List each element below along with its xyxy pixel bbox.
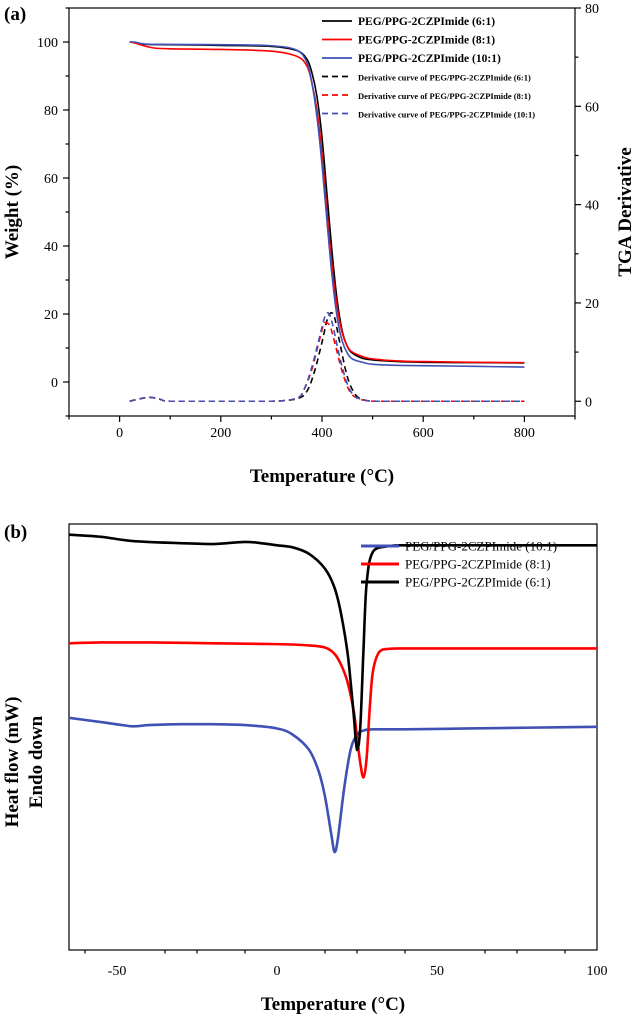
tga-y2-tick-label: 0: [585, 395, 592, 410]
tga-x-tick-label: 800: [514, 426, 535, 441]
dsc-legend-label-2: PEG/PPG-2CZPImide (8:1): [405, 557, 551, 572]
tga-y2-axis-title: TGA Derivative: [615, 147, 633, 276]
tga-legend-label-6: Derivative curve of PEG/PPG-2CZPImide (1…: [358, 110, 535, 120]
tga-x-tick-label: 400: [312, 426, 333, 441]
tga-legend-label-3: PEG/PPG-2CZPImide (10:1): [358, 53, 501, 65]
dsc-y-axis-title-line2: Endo down: [26, 715, 47, 808]
tga-series-line-3: [129, 41, 525, 368]
tga-y-axis-title: Weight (%): [2, 165, 23, 259]
tga-x-tick-label: 200: [210, 426, 231, 441]
tga-series-line-4: [129, 311, 525, 403]
dsc-legend: PEG/PPG-2CZPImide (10:1) PEG/PPG-2CZPImid…: [361, 539, 557, 590]
dsc-chart: -50 0 50 100 Temperature (°C) Heat flow (mW…: [2, 523, 608, 1015]
tga-x-tick-label: 0: [116, 426, 123, 441]
tga-y2-tick-label: 20: [585, 297, 599, 312]
tga-plot-frame: [68, 7, 576, 417]
panel-a-label: (a): [4, 4, 26, 25]
tga-y-tick-label: 40: [44, 240, 58, 255]
tga-y-tick-label: 20: [44, 308, 58, 323]
tga-y-tick-label: 60: [44, 172, 58, 187]
dsc-x-tick-label: 50: [430, 964, 444, 979]
tga-y2-tick-label: 60: [585, 100, 599, 115]
tga-x-axis-title: Temperature (°C): [250, 466, 394, 487]
tga-legend-label-2: PEG/PPG-2CZPImide (8:1): [358, 35, 495, 47]
dsc-plot-frame: [68, 523, 598, 951]
tga-series-line-2: [129, 41, 525, 364]
dsc-series-line-2: [68, 641, 597, 779]
dsc-x-axis-title: Temperature (°C): [261, 994, 405, 1015]
tga-y2-tick-label: 80: [585, 2, 599, 17]
panel-b-label: (b): [4, 522, 27, 543]
tga-y-tick-label: 80: [44, 104, 58, 119]
dsc-x-tick-label: -50: [108, 964, 127, 979]
dsc-legend-label-3: PEG/PPG-2CZPImide (6:1): [405, 575, 551, 590]
dsc-x-tick-label: 0: [274, 964, 281, 979]
tga-legend-label-4: Derivative curve of PEG/PPG-2CZPImide (6…: [358, 73, 531, 83]
tga-series-line-6: [129, 311, 525, 403]
dsc-x-tick-label: 100: [587, 964, 608, 979]
tga-x-tick-label: 600: [413, 426, 434, 441]
tga-y-tick-label: 100: [37, 36, 58, 51]
tga-y-tick-label: 0: [51, 376, 58, 391]
dsc-y-axis-title-line1: Heat flow (mW): [2, 697, 23, 828]
tga-chart: 0 200 400 600 800 0 20 40 60 80 100 0 20 40 60 80 Tempe…: [2, 2, 633, 487]
tga-legend-label-5: Derivative curve of PEG/PPG-2CZPImide (8…: [358, 91, 531, 101]
tga-y2-tick-label: 40: [585, 199, 599, 214]
tga-legend-label-1: PEG/PPG-2CZPImide (6:1): [358, 16, 495, 28]
dsc-legend-label-1: PEG/PPG-2CZPImide (10:1): [405, 539, 557, 554]
dsc-series-line-1: [68, 716, 598, 854]
tga-legend: PEG/PPG-2CZPImide (6:1) PEG/PPG-2CZPImide…: [322, 16, 535, 120]
